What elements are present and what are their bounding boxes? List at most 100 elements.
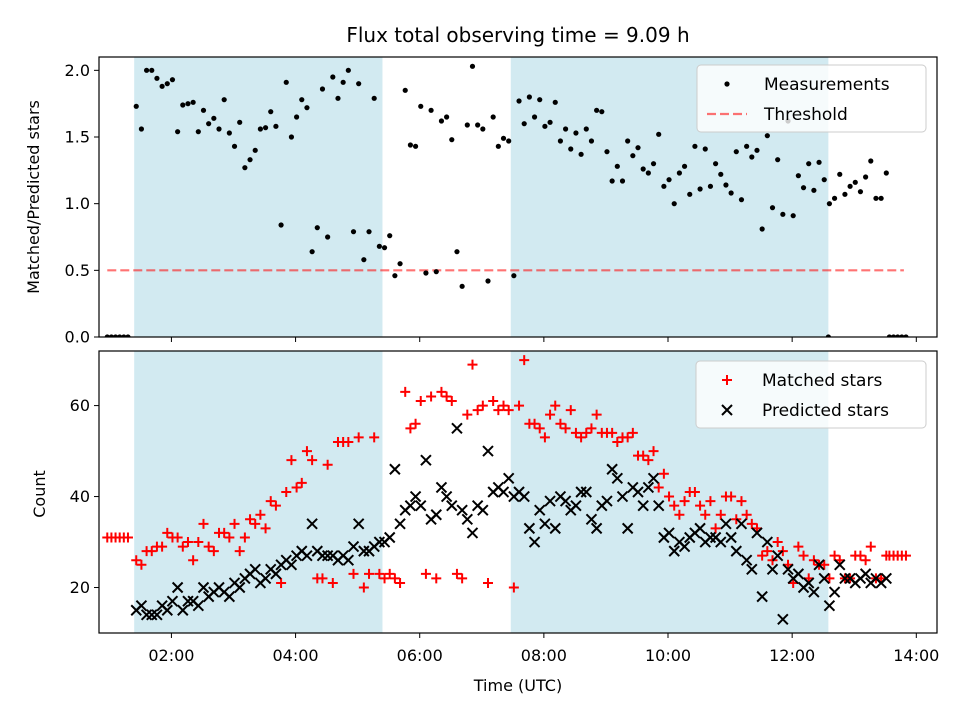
predicted-star-point <box>197 581 210 594</box>
measurement-point <box>211 115 217 121</box>
measurement-point <box>397 261 403 267</box>
matched-star-point <box>560 423 571 434</box>
measurement-point <box>707 183 714 189</box>
measurement-point <box>407 142 414 148</box>
predicted-star-point <box>347 540 360 553</box>
measurement-point <box>890 334 897 337</box>
matched-star-point <box>317 573 328 584</box>
measurement-point <box>780 211 786 217</box>
predicted-star-point <box>166 595 179 607</box>
matched-star-point <box>122 532 133 543</box>
y-tick-label: 40 <box>70 487 90 506</box>
measurement-point <box>273 123 279 129</box>
measurement-point <box>444 114 450 120</box>
x-tick-label: 06:00 <box>397 646 443 665</box>
y-tick-label: 1.5 <box>65 128 90 147</box>
measurement-point <box>237 119 243 125</box>
y-tick-label: 0.0 <box>65 328 90 347</box>
bottom-panel: 20 40 60 02:00 04:00 06:00 08:00 10:00 12:00 14:0… <box>70 350 939 665</box>
matched-star-point <box>239 532 250 543</box>
measurement-point <box>542 123 548 129</box>
matched-star-point <box>270 500 281 511</box>
measurement-point <box>299 97 305 103</box>
matched-star-point <box>193 537 204 548</box>
measurement-point <box>252 147 258 153</box>
matched-star-point <box>265 496 276 507</box>
matched-star-point <box>162 527 173 538</box>
y-tick-label: 20 <box>70 578 90 597</box>
predicted-star-point <box>502 472 515 485</box>
matched-star-point <box>508 582 519 593</box>
measurement-point <box>108 334 115 337</box>
predicted-star-point <box>859 568 872 580</box>
measurement-point <box>847 183 853 189</box>
predicted-star-point <box>151 609 163 621</box>
matched-star-point <box>472 405 483 416</box>
measurement-point <box>278 222 284 228</box>
measurement-point <box>304 105 310 111</box>
measurement-point <box>133 103 139 109</box>
matched-star-point <box>824 573 835 584</box>
measurement-point <box>143 67 150 73</box>
matched-star-point <box>503 405 514 416</box>
predicted-star-point <box>813 559 825 571</box>
measurement-point <box>159 83 165 89</box>
matched-star-point <box>534 423 545 434</box>
measurement-point <box>609 178 615 184</box>
matched-star-point <box>177 541 188 552</box>
measurement-point <box>769 205 776 211</box>
measurement-point <box>537 97 543 103</box>
plot-marks <box>102 355 911 626</box>
predicted-star-point <box>440 490 453 503</box>
measurement-point <box>392 273 398 279</box>
measurement-point <box>330 74 336 80</box>
measurement-point <box>418 103 424 109</box>
predicted-star-point <box>746 563 758 576</box>
measurement-point <box>366 229 372 235</box>
measurement-point <box>676 170 682 176</box>
measurement-point <box>640 166 646 172</box>
predicted-star-point <box>601 495 613 507</box>
measurement-point <box>702 146 708 152</box>
matched-star-point <box>865 541 876 552</box>
y-tick-label: 60 <box>70 396 90 415</box>
measurement-point <box>886 334 893 337</box>
matched-star-point <box>136 559 147 570</box>
measurement-point <box>857 189 864 195</box>
measurement-point <box>335 95 341 101</box>
matched-star-point <box>514 400 525 411</box>
matched-star-point <box>653 482 664 493</box>
predicted-star-point <box>384 531 396 544</box>
matched-star-point <box>700 509 711 520</box>
measurement-point <box>825 334 831 337</box>
measurement-point <box>516 98 522 104</box>
measurement-point <box>842 191 848 197</box>
x-tick-label: 04:00 <box>273 646 319 665</box>
x-tick-label: 10:00 <box>645 646 691 665</box>
matched-star-point <box>741 509 752 520</box>
measurement-point <box>656 131 662 137</box>
measurement-point <box>873 195 879 201</box>
predicted-star-point <box>808 586 820 598</box>
predicted-star-point <box>828 586 841 598</box>
legend-predicted-label: Predicted stars <box>762 401 889 421</box>
predicted-star-point <box>544 495 556 507</box>
matched-star-point <box>591 409 602 420</box>
legend-matched-label: Matched stars <box>762 371 882 391</box>
y-tick-label: 2.0 <box>65 61 90 80</box>
measurement-point <box>852 179 858 185</box>
measurement-point <box>480 126 486 132</box>
matched-star-point <box>467 359 478 370</box>
measurement-point <box>697 186 703 192</box>
matched-star-point <box>250 518 261 529</box>
measurement-point <box>681 163 688 169</box>
measurement-point <box>531 114 538 120</box>
measurement-point <box>216 126 222 132</box>
measurement-point <box>811 187 817 193</box>
predicted-star-point <box>823 600 836 612</box>
measurement-point <box>345 67 351 73</box>
matched-star-point <box>415 396 426 407</box>
matched-star-point <box>405 423 416 434</box>
matched-star-point <box>855 550 866 561</box>
legend: Measurements Threshold <box>696 64 927 133</box>
